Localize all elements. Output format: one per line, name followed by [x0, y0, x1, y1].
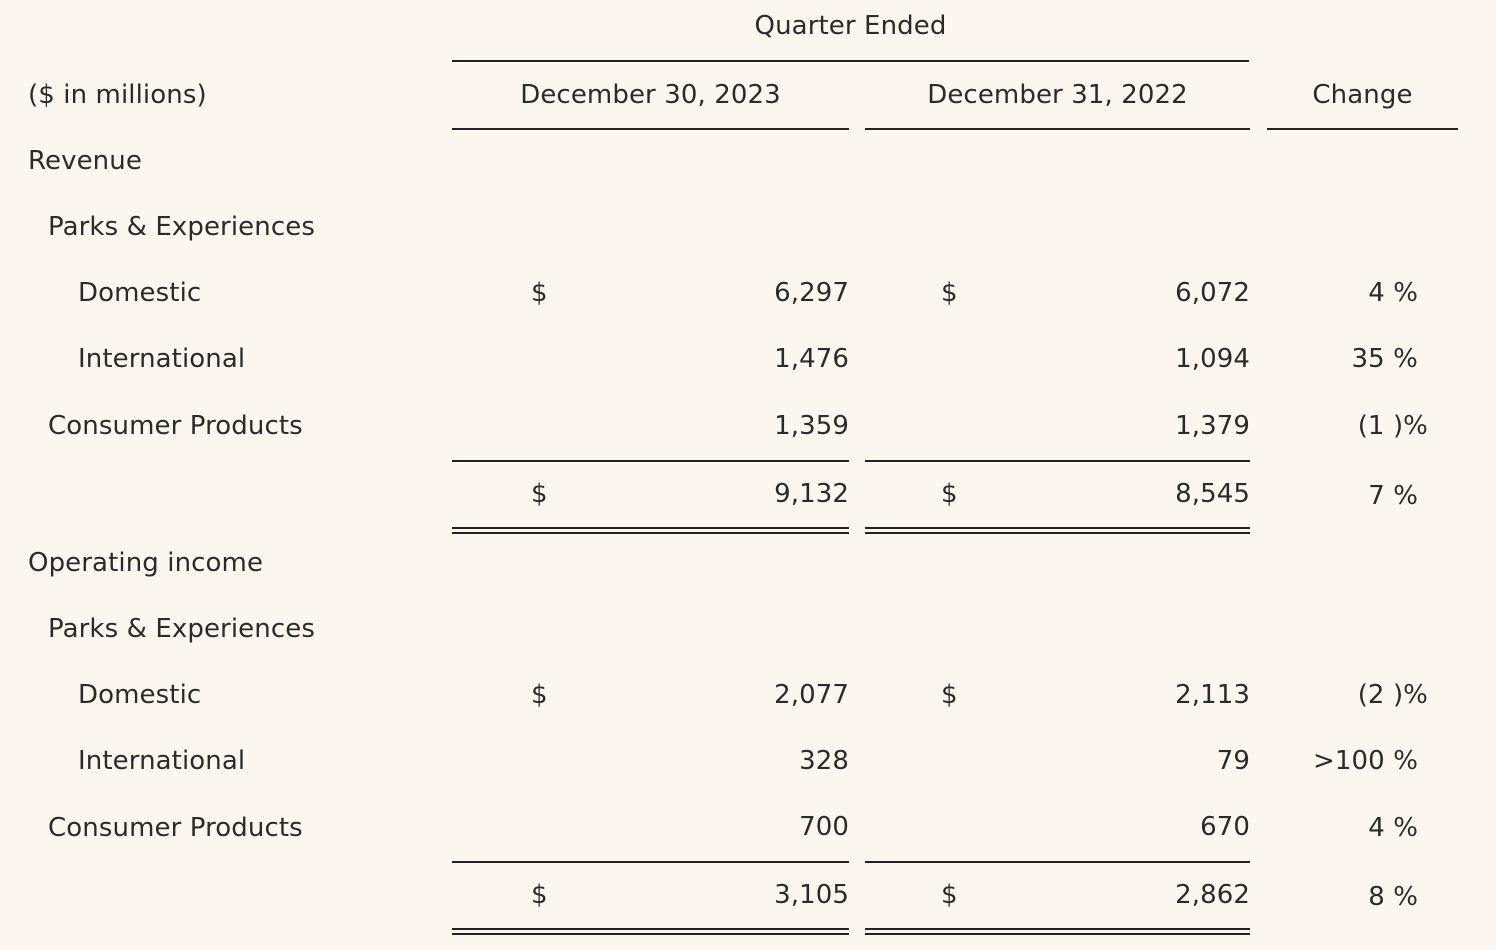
period-group-header: Quarter Ended [754, 11, 947, 41]
subtotal-rule-prior [865, 460, 1250, 462]
currency-symbol: $ [941, 880, 958, 910]
total-current: 3,105 [774, 880, 849, 910]
section-label-operating-income: Operating income [28, 548, 264, 578]
total-double-rule-prior [865, 928, 1250, 935]
row-label-domestic: Domestic [78, 278, 202, 308]
row-label-consumer-products: Consumer Products [48, 411, 303, 441]
value-prior: 2,113 [1175, 680, 1250, 710]
value-change: 4 % [1368, 813, 1418, 843]
period-group-rule [452, 60, 1249, 62]
total-double-rule-current [452, 527, 849, 534]
value-current: 6,297 [774, 278, 849, 308]
section-label-revenue: Revenue [28, 146, 142, 176]
value-change: (2 )% [1357, 680, 1428, 710]
total-change: 7 % [1368, 481, 1418, 511]
header-rule-prior [865, 128, 1250, 130]
value-prior: 6,072 [1175, 278, 1250, 308]
row-label-international: International [78, 746, 246, 776]
subtotal-rule-current [452, 460, 849, 462]
value-prior: 670 [1200, 812, 1250, 842]
row-label-consumer-products: Consumer Products [48, 813, 303, 843]
currency-symbol: $ [531, 278, 548, 308]
header-rule-change [1267, 128, 1458, 130]
currency-symbol: $ [531, 680, 548, 710]
subtotal-rule-prior [865, 861, 1250, 863]
group-label-parks: Parks & Experiences [48, 614, 315, 644]
row-label-international: International [78, 344, 246, 374]
value-prior: 79 [1216, 746, 1250, 776]
currency-symbol: $ [941, 680, 958, 710]
currency-symbol: $ [941, 479, 958, 509]
value-current: 2,077 [774, 680, 849, 710]
column-header-change: Change [1312, 80, 1413, 110]
total-prior: 8,545 [1175, 479, 1250, 509]
group-label-parks: Parks & Experiences [48, 212, 315, 242]
currency-symbol: $ [531, 479, 548, 509]
header-rule-current [452, 128, 849, 130]
units-label: ($ in millions) [28, 80, 207, 110]
total-double-rule-current [452, 928, 849, 935]
subtotal-rule-current [452, 861, 849, 863]
value-change: 35 % [1351, 344, 1418, 374]
total-change: 8 % [1368, 882, 1418, 912]
value-current: 700 [799, 812, 849, 842]
value-current: 1,359 [774, 411, 849, 441]
column-header-prior: December 31, 2022 [927, 80, 1188, 110]
value-prior: 1,379 [1175, 411, 1250, 441]
total-prior: 2,862 [1175, 880, 1250, 910]
value-change: 4 % [1368, 278, 1418, 308]
value-current: 1,476 [774, 344, 849, 374]
value-change: (1 )% [1357, 411, 1428, 441]
value-current: 328 [799, 746, 849, 776]
value-change: >100 % [1313, 746, 1418, 776]
value-prior: 1,094 [1175, 344, 1250, 374]
row-label-domestic: Domestic [78, 680, 202, 710]
total-double-rule-prior [865, 527, 1250, 534]
column-header-current: December 30, 2023 [520, 80, 781, 110]
currency-symbol: $ [531, 880, 548, 910]
total-current: 9,132 [774, 479, 849, 509]
currency-symbol: $ [941, 278, 958, 308]
